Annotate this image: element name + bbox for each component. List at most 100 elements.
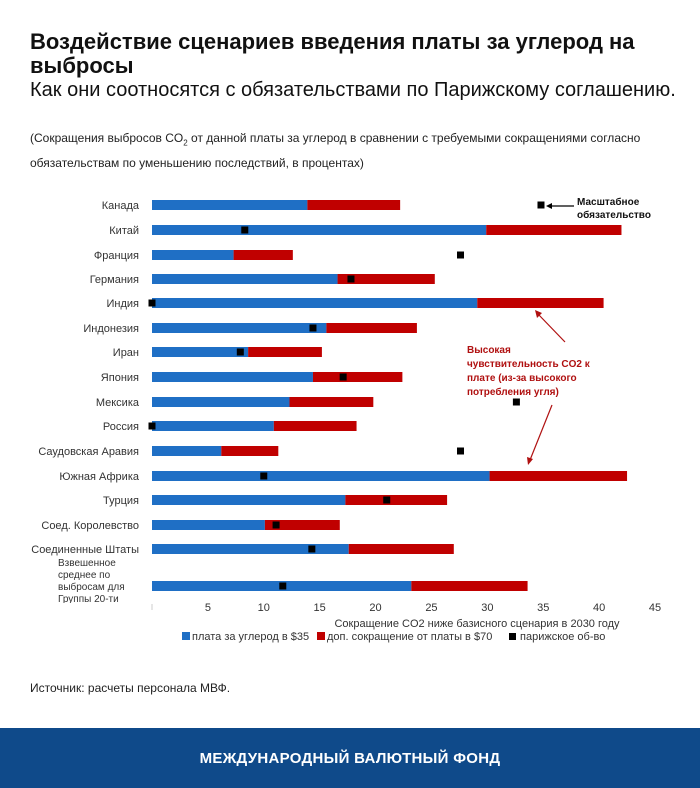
annotation-arrow xyxy=(529,404,553,461)
bar-carbon-35 xyxy=(152,544,349,554)
bar-carbon-35 xyxy=(152,200,308,210)
x-tick-label: 5 xyxy=(205,602,211,614)
paris-marker xyxy=(148,299,156,307)
bar-carbon-35 xyxy=(152,421,274,431)
x-tick-label: 45 xyxy=(649,602,661,614)
x-tick-label: 40 xyxy=(593,602,605,614)
category-label: Германия xyxy=(90,274,139,286)
paris-marker xyxy=(537,201,545,209)
x-tick-label: 15 xyxy=(314,602,326,614)
x-axis-label: Сокращение CO2 ниже базисного сценария в… xyxy=(334,618,620,630)
paris-marker xyxy=(457,447,465,455)
legend-swatch-red xyxy=(317,632,325,640)
category-label: Турция xyxy=(103,495,139,507)
bar-additional-70 xyxy=(233,250,293,260)
paris-marker xyxy=(512,398,520,406)
bar-additional-70 xyxy=(273,421,357,431)
category-label: Саудовская Аравия xyxy=(38,446,139,458)
paris-marker xyxy=(279,582,287,590)
chart: Канада Китай Франция Германия Индия Индонезия… xyxy=(31,197,661,643)
arrow-head xyxy=(535,310,542,318)
annotation-text: Высокая чувствительность CO2 к плате (из… xyxy=(467,345,590,398)
category-label: Индия xyxy=(106,298,139,310)
paris-marker xyxy=(308,545,316,553)
bar-carbon-35 xyxy=(152,520,265,530)
category-label: Франция xyxy=(94,250,139,262)
paris-marker xyxy=(309,324,317,332)
bar-additional-70 xyxy=(489,471,628,481)
bar-additional-70 xyxy=(221,446,279,456)
legend-label: плата за углерод в $35 xyxy=(192,631,309,643)
legend-swatch-blue xyxy=(182,632,190,640)
bar-additional-70 xyxy=(337,274,435,284)
bar-additional-70 xyxy=(289,397,374,407)
bar-carbon-35 xyxy=(152,323,327,333)
legend: плата за углерод в $35 доп. сокращение о… xyxy=(182,631,605,643)
chart-note: (Сокращения выбросов CO2 от данной платы… xyxy=(30,128,680,173)
category-label: Взвешенное среднее по выбросам для Групп… xyxy=(58,558,125,603)
bar-carbon-35 xyxy=(152,225,487,235)
bar-carbon-35 xyxy=(152,471,490,481)
paris-marker xyxy=(241,226,249,234)
category-label: Мексика xyxy=(96,397,140,409)
category-label: Соединенные Штаты xyxy=(31,544,139,556)
bar-additional-70 xyxy=(477,298,604,308)
note-part: (Сокращения выбросов CO xyxy=(30,131,184,145)
bar-carbon-35 xyxy=(152,397,290,407)
x-tick-label: 10 xyxy=(258,602,270,614)
bar-carbon-35 xyxy=(152,347,249,357)
bar-additional-70 xyxy=(345,495,448,505)
x-tick-label: 30 xyxy=(481,602,493,614)
bar-carbon-35 xyxy=(152,372,313,382)
page-title: Воздействие сценариев введения платы за … xyxy=(30,29,635,78)
bar-additional-70 xyxy=(348,544,454,554)
annotation-sensitivity: Высокая чувствительность CO2 к плате (из… xyxy=(467,310,590,465)
source-note: Источник: расчеты персонала МВФ. xyxy=(30,681,231,695)
bar-additional-70 xyxy=(307,200,401,210)
arrow-head xyxy=(527,457,533,465)
bar-carbon-35 xyxy=(152,274,338,284)
page-subtitle: Как они соотносятся с обязательствами по… xyxy=(30,79,676,101)
footer-banner: МЕЖДУНАРОДНЫЙ ВАЛЮТНЫЙ ФОНД xyxy=(0,728,700,788)
legend-swatch-marker xyxy=(509,633,516,640)
bar-additional-70 xyxy=(248,347,322,357)
bar-carbon-35 xyxy=(152,446,222,456)
paris-marker xyxy=(236,348,244,356)
paris-marker xyxy=(383,496,391,504)
paris-marker xyxy=(347,275,355,283)
category-label-wrap: Взвешенное среднее по выбросам для Групп… xyxy=(58,558,125,603)
x-tick-label: 25 xyxy=(425,602,437,614)
legend-label: парижское об-во xyxy=(520,631,605,643)
paris-marker xyxy=(272,521,280,529)
category-label: Соед. Королевство xyxy=(41,520,139,532)
category-label: Канада xyxy=(102,200,140,212)
note-subscript: 2 xyxy=(183,138,188,148)
annotation-arrow xyxy=(537,313,566,343)
bar-additional-70 xyxy=(411,581,528,591)
bar-carbon-35 xyxy=(152,250,234,260)
category-label: Иран xyxy=(113,347,139,359)
category-label: Россия xyxy=(103,421,139,433)
paris-marker xyxy=(260,472,268,480)
category-label: Южная Африка xyxy=(59,471,140,483)
paris-marker xyxy=(148,422,156,430)
bar-carbon-35 xyxy=(152,495,346,505)
note-part: от данной платы за углерод в сравнении с… xyxy=(30,131,641,171)
paris-marker xyxy=(457,251,465,259)
category-label: Япония xyxy=(101,372,139,384)
annotation-text: Масштабное обязательство xyxy=(577,197,651,221)
annotation-commitment: Масштабное обязательство xyxy=(546,197,651,221)
bar-additional-70 xyxy=(264,520,340,530)
legend-label: доп. сокращение от платы в $70 xyxy=(327,631,492,643)
x-tick-label: 35 xyxy=(537,602,549,614)
x-tick-label: 20 xyxy=(369,602,381,614)
category-label: Китай xyxy=(109,225,139,237)
paris-marker xyxy=(339,373,347,381)
bar-additional-70 xyxy=(312,372,403,382)
bar-additional-70 xyxy=(486,225,622,235)
bar-carbon-35 xyxy=(152,298,478,308)
arrow-head xyxy=(546,203,552,209)
bar-additional-70 xyxy=(326,323,417,333)
category-label: Индонезия xyxy=(83,323,139,335)
